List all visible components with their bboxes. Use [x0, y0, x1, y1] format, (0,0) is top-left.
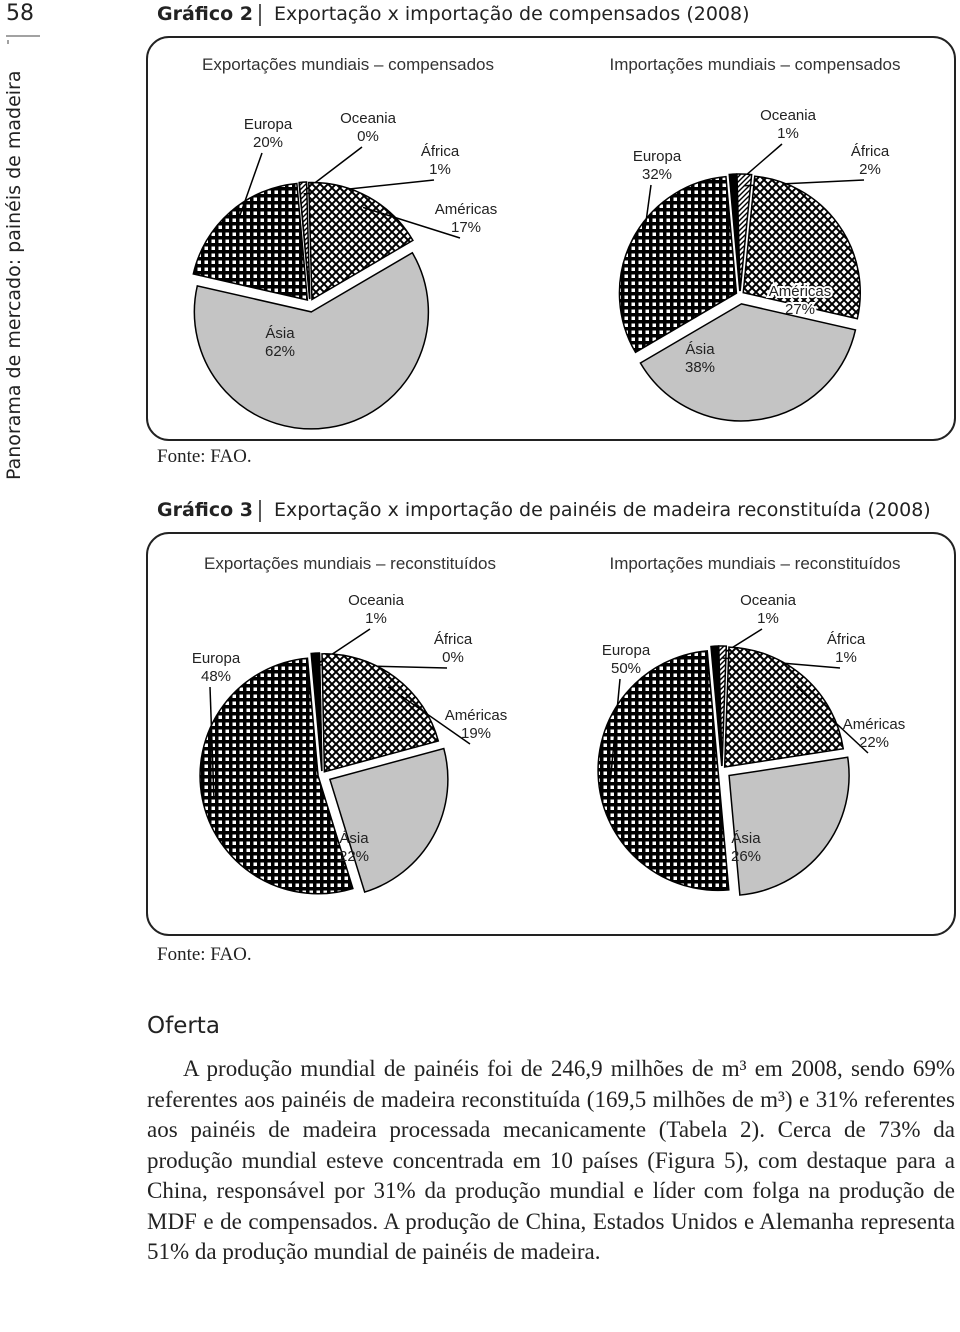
slice-value-label: 48%: [201, 668, 231, 685]
chart-title: Importações mundiais – compensados: [609, 55, 900, 74]
slice-value-label: 2%: [859, 161, 881, 178]
figure-title: Exportação x importação de painéis de ma…: [274, 499, 931, 521]
pie-slice: [298, 181, 311, 300]
slice-label: Europa: [244, 116, 293, 133]
chart-title: Exportações mundiais – reconstituídos: [204, 554, 496, 573]
slice-value-label: 1%: [757, 610, 779, 627]
slice-label: Ásia: [339, 830, 369, 847]
pie-slice: [597, 650, 730, 892]
figure-title: Exportação x importação de compensados (…: [274, 3, 750, 25]
slice-value-label: 1%: [777, 125, 799, 142]
leader-line: [387, 686, 471, 745]
section-title: Oferta: [147, 1013, 220, 1039]
pie-slice: [193, 251, 430, 430]
source-note: Fonte: FAO.: [157, 446, 252, 467]
slice-label: Ásia: [265, 325, 295, 342]
leader-line: [362, 206, 461, 239]
slice-label: África: [434, 631, 473, 648]
slice-value-label: 19%: [461, 725, 491, 742]
figure-frame: [146, 36, 956, 441]
slice-label: Ásia: [685, 341, 715, 358]
leader-line: [209, 686, 215, 797]
pie-slice: [618, 175, 738, 354]
slice-label: Oceania: [348, 592, 405, 609]
figure-label: Gráfico 3: [157, 499, 253, 521]
slice-label: Oceania: [340, 110, 397, 127]
slice-value-label: 38%: [685, 359, 715, 376]
slice-label: Américas: [769, 283, 832, 300]
slice-label: Ásia: [731, 830, 761, 847]
slice-label: Europa: [602, 642, 651, 659]
running-head: Panorama de mercado: painéis de madeira: [3, 70, 25, 480]
leader-line: [795, 685, 869, 754]
pie-slice: [723, 646, 845, 768]
slice-value-label: 20%: [253, 134, 283, 151]
slice-label: Oceania: [740, 592, 797, 609]
pie-slice: [742, 175, 861, 320]
slice-label: Américas: [435, 201, 498, 218]
slice-value-label: 0%: [442, 649, 464, 666]
slice-value-label: 32%: [642, 166, 672, 183]
slice-label: Américas: [445, 707, 508, 724]
slice-label: Europa: [192, 650, 241, 667]
slice-value-label: 0%: [357, 128, 379, 145]
chart-title: Importações mundiais – reconstituídos: [609, 554, 900, 573]
pie-slice: [736, 173, 753, 292]
slice-value-label: 1%: [429, 161, 451, 178]
pie-slice: [328, 747, 449, 894]
pie-slice: [192, 182, 309, 301]
pie-slice: [321, 653, 440, 773]
slice-label: Américas: [843, 716, 906, 733]
slice-value-label: 17%: [451, 219, 481, 236]
slice-value-label: 62%: [265, 343, 295, 360]
page-number: 58: [6, 1, 34, 26]
slice-label: Europa: [633, 148, 682, 165]
body-paragraph: A produção mundial de painéis foi de 246…: [147, 1056, 955, 1264]
slice-label: África: [827, 631, 866, 648]
slice-label: África: [851, 143, 890, 160]
leader-line: [237, 152, 263, 221]
figure-label: Gráfico 2: [157, 3, 253, 25]
pie-slice: [318, 653, 323, 772]
pie-slice: [639, 303, 857, 422]
slice-value-label: 1%: [365, 610, 387, 627]
slice-value-label: 26%: [731, 848, 761, 865]
pie-slice: [728, 756, 850, 896]
figure-frame: [146, 532, 956, 936]
slice-value-label: 1%: [835, 649, 857, 666]
source-note: Fonte: FAO.: [157, 944, 252, 965]
slice-label: África: [421, 143, 460, 160]
leader-line: [642, 184, 652, 246]
slice-label: Oceania: [760, 107, 817, 124]
leader-line: [609, 678, 621, 781]
slice-value-label: 22%: [339, 848, 369, 865]
slice-value-label: 50%: [611, 660, 641, 677]
pie-slice: [307, 181, 414, 301]
pie-slice: [717, 645, 728, 767]
pie-slice: [199, 657, 354, 895]
chart-title: Exportações mundiais – compensados: [202, 55, 494, 74]
slice-value-label: 22%: [859, 734, 889, 751]
